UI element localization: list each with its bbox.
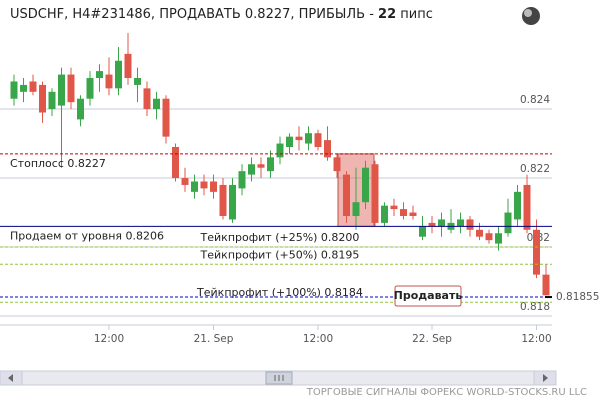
- chart-title: USDCHF, H4#231486, ПРОДАВАТЬ 0.8227, ПРИ…: [10, 7, 433, 22]
- candle-body: [153, 98, 160, 110]
- sell-button[interactable]: Продавать: [394, 285, 463, 307]
- x-tick-label: 12:00: [521, 333, 551, 345]
- x-tick-label: 21. Sep: [194, 333, 234, 345]
- candle-body: [124, 53, 132, 79]
- candle-body: [267, 157, 274, 172]
- candle-body: [115, 60, 122, 89]
- scrollbar[interactable]: [0, 370, 557, 386]
- candle-body: [305, 133, 312, 144]
- candle-body: [428, 222, 436, 227]
- candle-body: [352, 202, 360, 216]
- candle-body: [504, 212, 512, 234]
- candle-body: [39, 84, 46, 113]
- candle-body: [390, 205, 398, 210]
- candle-body: [172, 147, 179, 179]
- candle-body: [343, 174, 350, 216]
- candle-body: [48, 91, 56, 110]
- candle-body: [58, 74, 65, 106]
- candle-body: [181, 178, 189, 185]
- candle-body: [314, 133, 322, 148]
- y-tick-label: 0.824: [520, 94, 550, 106]
- x-tick-label: 12:00: [94, 333, 124, 345]
- candle-body: [409, 212, 417, 216]
- candle-body: [371, 164, 379, 223]
- button-label: Продавать: [394, 289, 463, 302]
- candle-body: [162, 98, 170, 137]
- candle-body: [143, 88, 151, 110]
- candle-body: [238, 171, 246, 189]
- candle-body: [210, 181, 217, 192]
- candle-body: [400, 209, 407, 216]
- candle-body: [438, 219, 445, 227]
- level-label: Тейкпрофит (+100%) 0.8184: [196, 286, 363, 299]
- globe-icon[interactable]: [522, 7, 540, 25]
- candle-body: [495, 233, 502, 244]
- candle-body: [362, 167, 369, 203]
- candle-body: [200, 181, 208, 189]
- candle-body: [86, 78, 94, 99]
- candle-body: [476, 229, 483, 237]
- candle-body: [96, 71, 103, 79]
- x-tick-label: 12:00: [303, 333, 333, 345]
- button-box: [394, 285, 462, 307]
- level-label: Продаем от уровня 0.8206: [10, 229, 164, 242]
- candle-body: [333, 157, 341, 172]
- candle-body: [533, 229, 540, 275]
- candle-body: [286, 136, 293, 148]
- candle-body: [276, 143, 284, 158]
- candle-body: [105, 74, 113, 89]
- candle-body: [466, 219, 474, 230]
- candle-body: [295, 136, 303, 141]
- price-label: 0.81855: [556, 291, 599, 303]
- candle-body: [457, 219, 464, 227]
- candle-body: [542, 274, 550, 296]
- candle-body: [10, 81, 18, 99]
- level-label: Стоплосс 0.8227: [10, 157, 106, 170]
- candle-body: [248, 164, 255, 175]
- candle-body: [485, 233, 493, 241]
- y-tick-label: 0.822: [520, 163, 550, 175]
- candle-body: [257, 164, 265, 168]
- candle-body: [20, 84, 27, 92]
- candle-body: [523, 184, 531, 230]
- candle-body: [419, 226, 426, 237]
- candle-body: [229, 184, 236, 220]
- candle-body: [191, 181, 198, 192]
- candle-body: [67, 74, 75, 103]
- level-label: Тейкпрофит (+50%) 0.8195: [200, 248, 360, 261]
- candle-body: [77, 98, 84, 120]
- y-tick-label: 0.818: [520, 301, 550, 313]
- candle-body: [381, 205, 388, 223]
- footer: ТОРГОВЫЕ СИГНАЛЫ ФОРЕКС WORLD-STOCKS.RU …: [306, 387, 587, 398]
- candle-body: [324, 140, 331, 158]
- candle-body: [514, 191, 521, 220]
- candle-body: [219, 184, 227, 216]
- level-label: Тейкпрофит (+25%) 0.8200: [200, 231, 360, 244]
- candle-body: [134, 78, 141, 85]
- x-tick-label: 22. Sep: [412, 333, 452, 345]
- candle-body: [29, 81, 37, 92]
